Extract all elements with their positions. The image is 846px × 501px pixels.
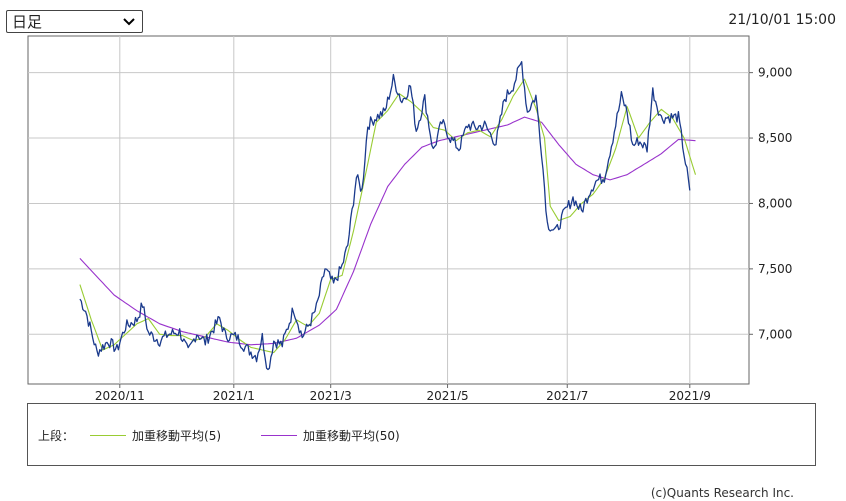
timestamp: 21/10/01 15:00 xyxy=(728,12,836,28)
legend-item-wma50: 加重移動平均(50) xyxy=(261,427,400,444)
x-tick-label: 2021/3 xyxy=(310,389,352,400)
series-layer xyxy=(79,61,697,371)
y-tick-label: 7,000 xyxy=(758,327,792,341)
legend-label-wma50: 加重移動平均(50) xyxy=(303,429,400,443)
series-line-price xyxy=(79,61,691,371)
legend: 上段： 加重移動平均(5) 加重移動平均(50) xyxy=(27,403,816,466)
y-axis: 7,000 7,500 8,000 8,500 9,000 xyxy=(749,66,792,341)
x-tick-label: 2021/5 xyxy=(426,389,468,400)
legend-prefix: 上段： xyxy=(38,429,75,443)
y-tick-label: 7,500 xyxy=(758,262,792,276)
chevron-down-icon xyxy=(123,17,135,25)
y-tick-label: 8,000 xyxy=(758,196,792,210)
y-tick-label: 9,000 xyxy=(758,66,792,80)
x-tick-label: 2020/11 xyxy=(95,389,145,400)
legend-label-wma5: 加重移動平均(5) xyxy=(132,429,222,443)
copyright-credit: (c)Quants Research Inc. xyxy=(650,486,794,500)
y-tick-label: 8,500 xyxy=(758,131,792,145)
legend-item-wma5: 加重移動平均(5) xyxy=(90,427,221,444)
legend-line-wma5 xyxy=(90,435,127,436)
x-axis: 2020/11 2021/1 2021/3 2021/5 2021/7 2021/9 xyxy=(95,384,711,400)
plot-area xyxy=(27,35,750,385)
series-line-wma50 xyxy=(79,116,696,346)
x-tick-label: 2021/9 xyxy=(669,389,711,400)
legend-line-wma50 xyxy=(261,435,298,436)
x-tick-label: 2021/7 xyxy=(546,389,588,400)
series-line-wma5 xyxy=(79,78,697,354)
period-select-value: 日足 xyxy=(12,13,43,31)
x-tick-label: 2021/1 xyxy=(213,389,255,400)
period-select[interactable]: 日足 xyxy=(6,10,143,33)
grid-lines xyxy=(28,36,749,384)
